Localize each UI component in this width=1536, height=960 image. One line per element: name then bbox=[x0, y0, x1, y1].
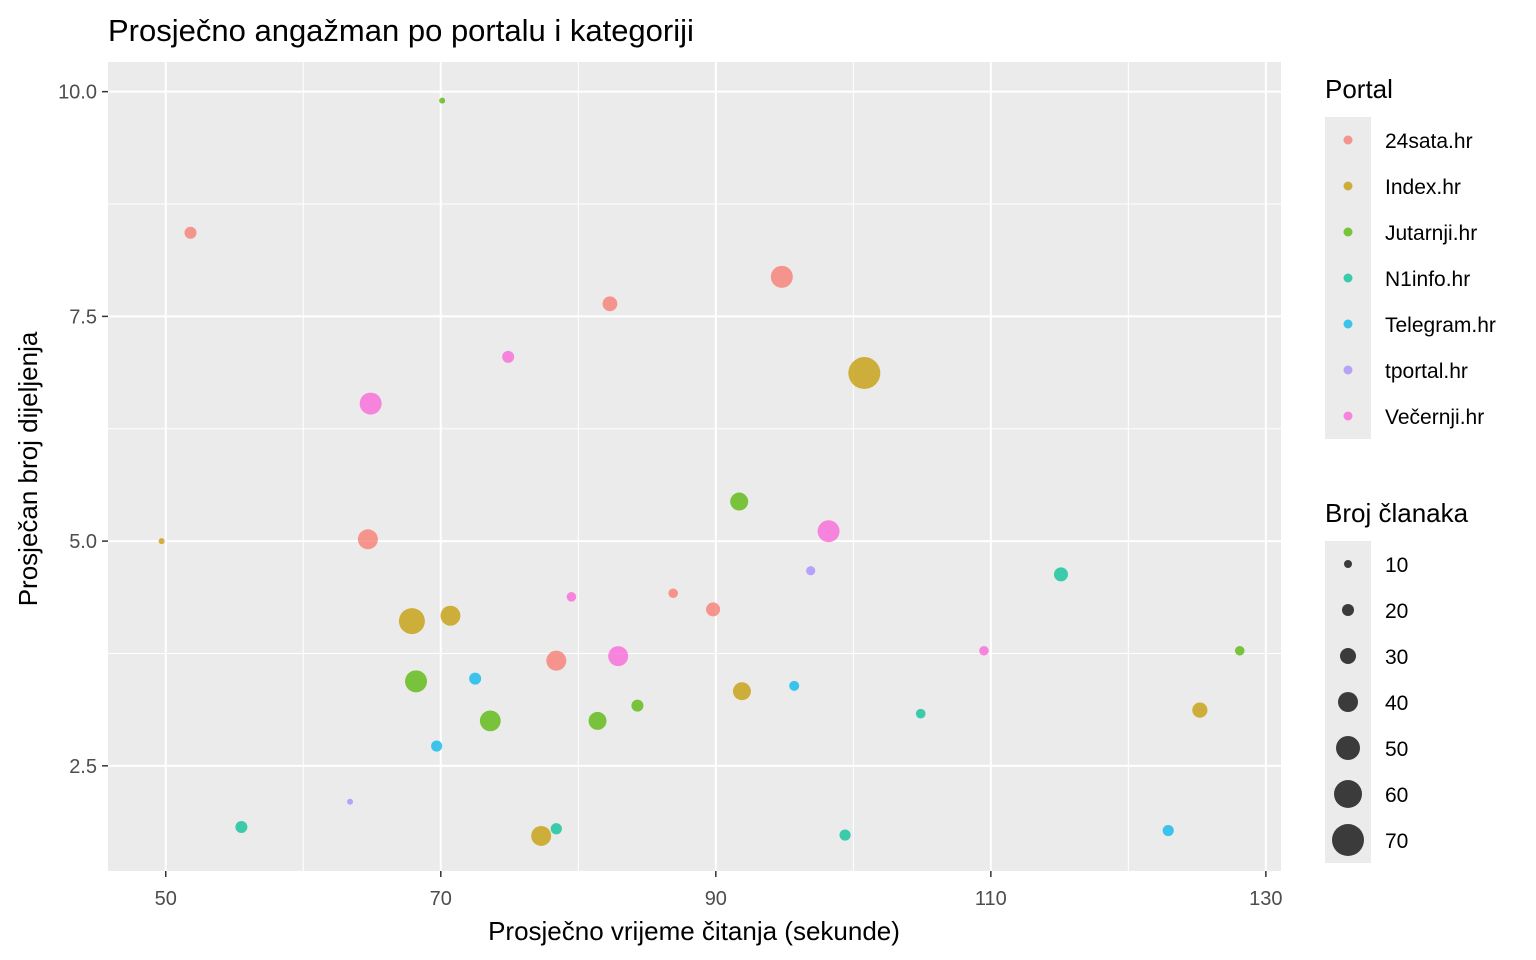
legend-key-24sata.hr bbox=[1343, 135, 1353, 145]
y-tick-label: 2.5 bbox=[69, 756, 97, 778]
legend-label: 24sata.hr bbox=[1385, 130, 1473, 153]
data-point bbox=[602, 296, 618, 312]
data-point bbox=[915, 708, 926, 719]
y-axis-title: Prosječan broj dijeljenja bbox=[13, 331, 43, 606]
series-tportal.hr bbox=[347, 566, 816, 805]
legend-key-Jutarnji.hr bbox=[1343, 227, 1353, 237]
data-point bbox=[405, 670, 428, 693]
y-tick-label: 5.0 bbox=[69, 531, 97, 553]
x-tick-label: 90 bbox=[705, 888, 727, 910]
data-point bbox=[588, 711, 607, 730]
data-point bbox=[608, 646, 629, 667]
legend-label: Jutarnji.hr bbox=[1385, 222, 1477, 245]
data-point bbox=[184, 226, 197, 239]
legend-label: Telegram.hr bbox=[1385, 314, 1496, 337]
data-point bbox=[531, 825, 552, 846]
data-point bbox=[1192, 702, 1208, 718]
size-legend-label: 30 bbox=[1385, 646, 1408, 669]
legend-key-tportal.hr bbox=[1343, 365, 1353, 375]
data-point bbox=[979, 645, 989, 656]
data-point bbox=[817, 520, 840, 543]
size-legend-title: Broj članaka bbox=[1325, 498, 1469, 528]
data-point bbox=[668, 588, 678, 599]
data-point bbox=[730, 492, 749, 511]
legend-label: Večernji.hr bbox=[1385, 406, 1484, 429]
legend-label: N1info.hr bbox=[1385, 268, 1470, 291]
data-point bbox=[770, 265, 793, 288]
data-point bbox=[1053, 567, 1068, 582]
legend-key-N1info.hr bbox=[1343, 273, 1353, 283]
data-point bbox=[479, 710, 501, 732]
size-legend-key bbox=[1340, 648, 1356, 664]
size-legend-key bbox=[1342, 604, 1354, 616]
size-legend-key bbox=[1336, 736, 1360, 760]
data-point bbox=[235, 820, 248, 833]
color-legend: Portal 24sata.hr Index.hr Jutarnji.hr N1inf… bbox=[1325, 74, 1496, 439]
size-legend-label: 70 bbox=[1385, 830, 1408, 853]
x-tick-label: 130 bbox=[1249, 888, 1282, 910]
data-point bbox=[732, 682, 751, 701]
size-legend-key bbox=[1338, 692, 1358, 712]
size-legend-key bbox=[1332, 824, 1364, 856]
data-point bbox=[502, 350, 515, 363]
data-point bbox=[439, 97, 446, 104]
series-Jutarnji.hr bbox=[405, 97, 1245, 732]
size-legend-key bbox=[1334, 780, 1362, 808]
size-legend: Broj članaka 10 20 30 40 50 60 70 bbox=[1325, 498, 1469, 863]
data-point bbox=[398, 608, 425, 635]
series-Večernji.hr bbox=[359, 350, 989, 667]
size-legend-label: 10 bbox=[1385, 554, 1408, 577]
y-axis: 2.5 5.0 7.5 10.0 bbox=[58, 82, 108, 778]
chart-title: Prosječno angažman po portalu i kategori… bbox=[108, 13, 694, 48]
size-legend-label: 60 bbox=[1385, 784, 1408, 807]
legend-label: Index.hr bbox=[1385, 176, 1461, 199]
legend-label: tportal.hr bbox=[1385, 360, 1468, 383]
data-point bbox=[550, 823, 562, 835]
data-point bbox=[440, 605, 461, 626]
gridlines bbox=[108, 62, 1281, 871]
data-point bbox=[546, 650, 567, 671]
x-tick-label: 110 bbox=[975, 888, 1007, 910]
x-axis-title: Prosječno vrijeme čitanja (sekunde) bbox=[488, 916, 900, 946]
series-Telegram.hr bbox=[431, 672, 1174, 837]
data-point bbox=[357, 529, 378, 550]
data-points bbox=[158, 97, 1245, 846]
data-point bbox=[789, 680, 800, 691]
data-point bbox=[848, 357, 881, 390]
data-point bbox=[1162, 824, 1174, 837]
x-axis: 50 70 90 110 130 bbox=[155, 871, 1283, 910]
series-24sata.hr bbox=[184, 226, 793, 671]
data-point bbox=[359, 392, 382, 415]
plot-panel bbox=[108, 62, 1281, 871]
data-point bbox=[566, 592, 577, 602]
legend-key-Večernji.hr bbox=[1343, 411, 1353, 421]
data-point bbox=[839, 829, 851, 841]
data-point bbox=[431, 740, 443, 752]
data-point bbox=[631, 699, 644, 712]
data-point bbox=[1234, 645, 1245, 656]
legend-key-Index.hr bbox=[1343, 181, 1353, 191]
size-legend-label: 20 bbox=[1385, 600, 1408, 623]
data-point bbox=[806, 566, 816, 576]
y-tick-label: 7.5 bbox=[69, 306, 97, 328]
data-point bbox=[347, 798, 354, 805]
x-tick-label: 50 bbox=[155, 888, 177, 910]
data-point bbox=[706, 602, 721, 617]
y-tick-label: 10.0 bbox=[58, 82, 97, 104]
series-N1info.hr bbox=[235, 567, 1068, 841]
size-legend-label: 40 bbox=[1385, 692, 1408, 715]
legend-key-Telegram.hr bbox=[1343, 319, 1353, 329]
series-Index.hr bbox=[158, 357, 1208, 846]
size-legend-key bbox=[1344, 560, 1352, 568]
data-point bbox=[158, 538, 165, 545]
color-legend-title: Portal bbox=[1325, 74, 1393, 104]
data-point bbox=[469, 672, 482, 685]
size-legend-label: 50 bbox=[1385, 738, 1408, 761]
x-tick-label: 70 bbox=[430, 888, 452, 910]
